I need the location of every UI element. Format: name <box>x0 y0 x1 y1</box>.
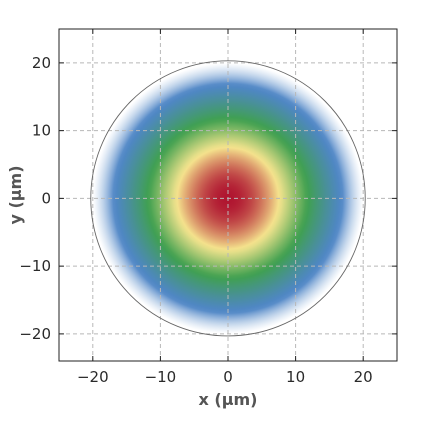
y-axis-title: y (µm) <box>6 165 25 224</box>
boundary-circle <box>90 60 366 337</box>
x-tick-label: 10 <box>286 368 305 386</box>
y-tick-label: −10 <box>19 257 51 275</box>
x-tick-label: 20 <box>354 368 373 386</box>
x-axis-title: x (µm) <box>199 390 258 409</box>
y-tick-label: 10 <box>32 122 51 140</box>
y-tick-label: 0 <box>41 189 51 207</box>
grid <box>59 29 397 361</box>
x-tick-label: −20 <box>77 368 109 386</box>
x-ticks: −20 −10 0 10 20 <box>77 29 373 386</box>
x-tick-label: 0 <box>223 368 233 386</box>
y-tick-label: 20 <box>32 54 51 72</box>
core-boundary <box>90 60 366 337</box>
y-tick-label: −20 <box>19 325 51 343</box>
x-tick-label: −10 <box>145 368 177 386</box>
y-ticks: −20 −10 0 10 20 <box>19 54 397 343</box>
